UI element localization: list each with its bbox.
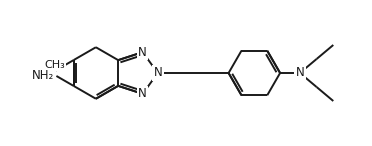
Text: N: N — [295, 66, 304, 80]
Text: N: N — [138, 46, 147, 59]
Text: N: N — [153, 66, 162, 80]
Text: N: N — [138, 87, 147, 100]
Text: NH₂: NH₂ — [32, 69, 54, 82]
Text: CH₃: CH₃ — [44, 60, 65, 70]
